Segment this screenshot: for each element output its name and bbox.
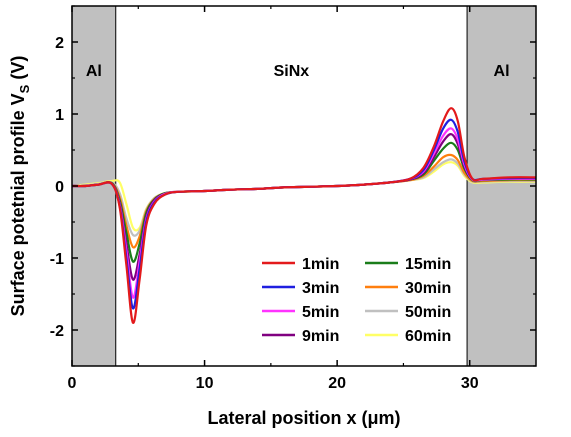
- x-tick-label: 20: [328, 375, 346, 392]
- legend-label-9min: 9min: [302, 328, 339, 345]
- legend-label-30min: 30min: [405, 280, 451, 297]
- y-axis-label-unit: (V): [8, 56, 28, 85]
- legend-label-15min: 15min: [405, 256, 451, 273]
- series-line-1min: [71, 107, 537, 324]
- legend-label-60min: 60min: [405, 328, 451, 345]
- legend-label-5min: 5min: [302, 304, 339, 321]
- legend-label-3min: 3min: [302, 280, 339, 297]
- region-al-shade: [466, 5, 537, 367]
- region-label: SiNx: [274, 63, 310, 80]
- x-tick-label: 10: [196, 375, 214, 392]
- y-tick-label: -2: [50, 323, 64, 340]
- y-tick-label: 1: [55, 107, 64, 124]
- x-tick-label: 30: [461, 375, 479, 392]
- x-axis-label: Lateral position x (μm): [207, 408, 400, 428]
- x-tick-label: 0: [68, 375, 77, 392]
- y-tick-label: 2: [55, 35, 64, 52]
- region-label: Al: [86, 63, 102, 80]
- x-axis: 0 10 20 30: [68, 6, 479, 392]
- legend-label-50min: 50min: [405, 304, 451, 321]
- series-layer: [71, 107, 537, 324]
- y-axis-label: Surface potetnial profile VS (V): [8, 56, 32, 317]
- region-label: Al: [494, 63, 510, 80]
- y-axis-label-sub: S: [17, 84, 32, 93]
- y-tick-label: 0: [55, 179, 64, 196]
- y-axis: -2 -1 0 1 2: [50, 5, 536, 367]
- y-tick-label: -1: [50, 251, 64, 268]
- y-axis-label-main: Surface potetnial profile V: [8, 93, 28, 316]
- legend: 1min 3min 5min 9min 15min 30min 50min 60min: [262, 256, 451, 345]
- legend-label-1min: 1min: [302, 256, 339, 273]
